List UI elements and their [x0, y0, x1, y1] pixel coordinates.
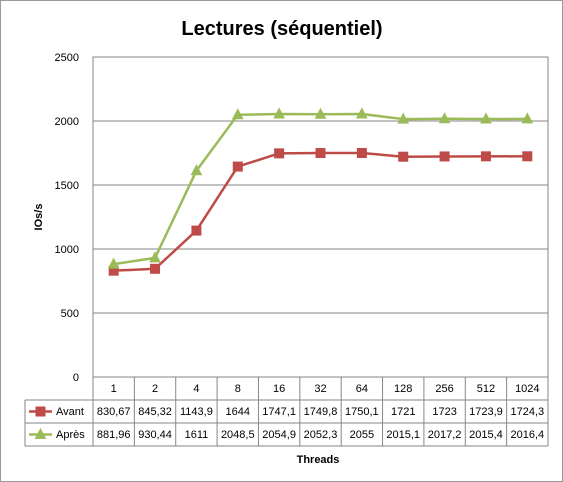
- data-point: [480, 112, 492, 124]
- data-table-value: 845,32: [138, 406, 172, 418]
- data-point: [439, 151, 450, 162]
- data-table-value: 1750,1: [345, 406, 379, 418]
- data-table-value: 1723: [432, 406, 456, 418]
- chart-title: Lectures (séquentiel): [181, 18, 382, 40]
- legend-marker: [35, 406, 46, 417]
- x-category-label: 1024: [515, 383, 539, 395]
- y-tick-label: 1500: [55, 180, 79, 192]
- y-tick-label: 2000: [55, 116, 79, 128]
- data-table-value: 2015,1: [386, 429, 420, 441]
- data-table-value: 2017,2: [428, 429, 462, 441]
- x-category-label: 4: [193, 383, 199, 395]
- y-axis-label: IOs/s: [33, 204, 45, 231]
- data-table-value: 1723,9: [469, 406, 503, 418]
- x-category-label: 512: [477, 383, 495, 395]
- data-table-value: 2055: [350, 429, 374, 441]
- data-point: [190, 164, 203, 176]
- data-table-value: 1611: [185, 429, 209, 441]
- data-point: [274, 148, 285, 159]
- data-table-value: 1749,8: [304, 406, 338, 418]
- data-table-value: 2015,4: [469, 429, 503, 441]
- data-point: [521, 112, 534, 124]
- x-category-label: 16: [273, 383, 285, 395]
- data-point: [314, 107, 327, 119]
- data-point: [273, 107, 285, 119]
- data-table-value: 2052,3: [304, 429, 338, 441]
- y-tick-label: 500: [61, 308, 79, 320]
- data-table-value: 1721: [391, 406, 415, 418]
- data-point: [149, 251, 161, 263]
- data-table-value: 830,67: [97, 406, 131, 418]
- data-point: [191, 225, 202, 236]
- data-point: [232, 161, 243, 172]
- x-category-label: 8: [235, 383, 241, 395]
- data-point: [522, 151, 533, 162]
- data-point: [397, 112, 410, 124]
- y-tick-label: 1000: [55, 244, 79, 256]
- x-category-label: 128: [394, 383, 412, 395]
- data-point: [315, 148, 326, 159]
- data-point: [150, 263, 161, 274]
- data-table-value: 2048,5: [221, 429, 255, 441]
- y-tick-label: 2500: [55, 52, 79, 64]
- x-category-label: 64: [356, 383, 368, 395]
- data-table-value: 2054,9: [262, 429, 296, 441]
- plot-area: 0 500 1000 1500 2000 2500 1 2 4 8 16 32 64 128 256 512 1…: [24, 52, 549, 447]
- y-tick-label: 0: [73, 372, 79, 384]
- data-point: [231, 108, 244, 120]
- data-table-value: 930,44: [138, 429, 172, 441]
- legend-marker: [34, 427, 47, 439]
- x-category-label: 256: [435, 383, 453, 395]
- legend-label: Avant: [56, 406, 84, 418]
- x-axis-label: Threads: [297, 454, 340, 466]
- x-category-label: 1: [111, 383, 117, 395]
- data-point: [356, 147, 367, 158]
- x-category-label: 2: [152, 383, 158, 395]
- data-point: [480, 151, 491, 162]
- data-table-value: 1724,3: [510, 406, 544, 418]
- data-table-value: 1143,9: [180, 406, 213, 418]
- legend-label: Après: [56, 429, 85, 441]
- data-table-value: 881,96: [97, 429, 131, 441]
- data-table-value: 2016,4: [510, 429, 544, 441]
- x-category-label: 32: [314, 383, 326, 395]
- data-table-value: 1747,1: [262, 406, 296, 418]
- data-point: [356, 107, 368, 119]
- data-point: [438, 112, 451, 124]
- data-point: [107, 257, 120, 269]
- data-table-value: 1644: [226, 406, 250, 418]
- data-point: [398, 151, 409, 162]
- plot-border: [92, 56, 549, 378]
